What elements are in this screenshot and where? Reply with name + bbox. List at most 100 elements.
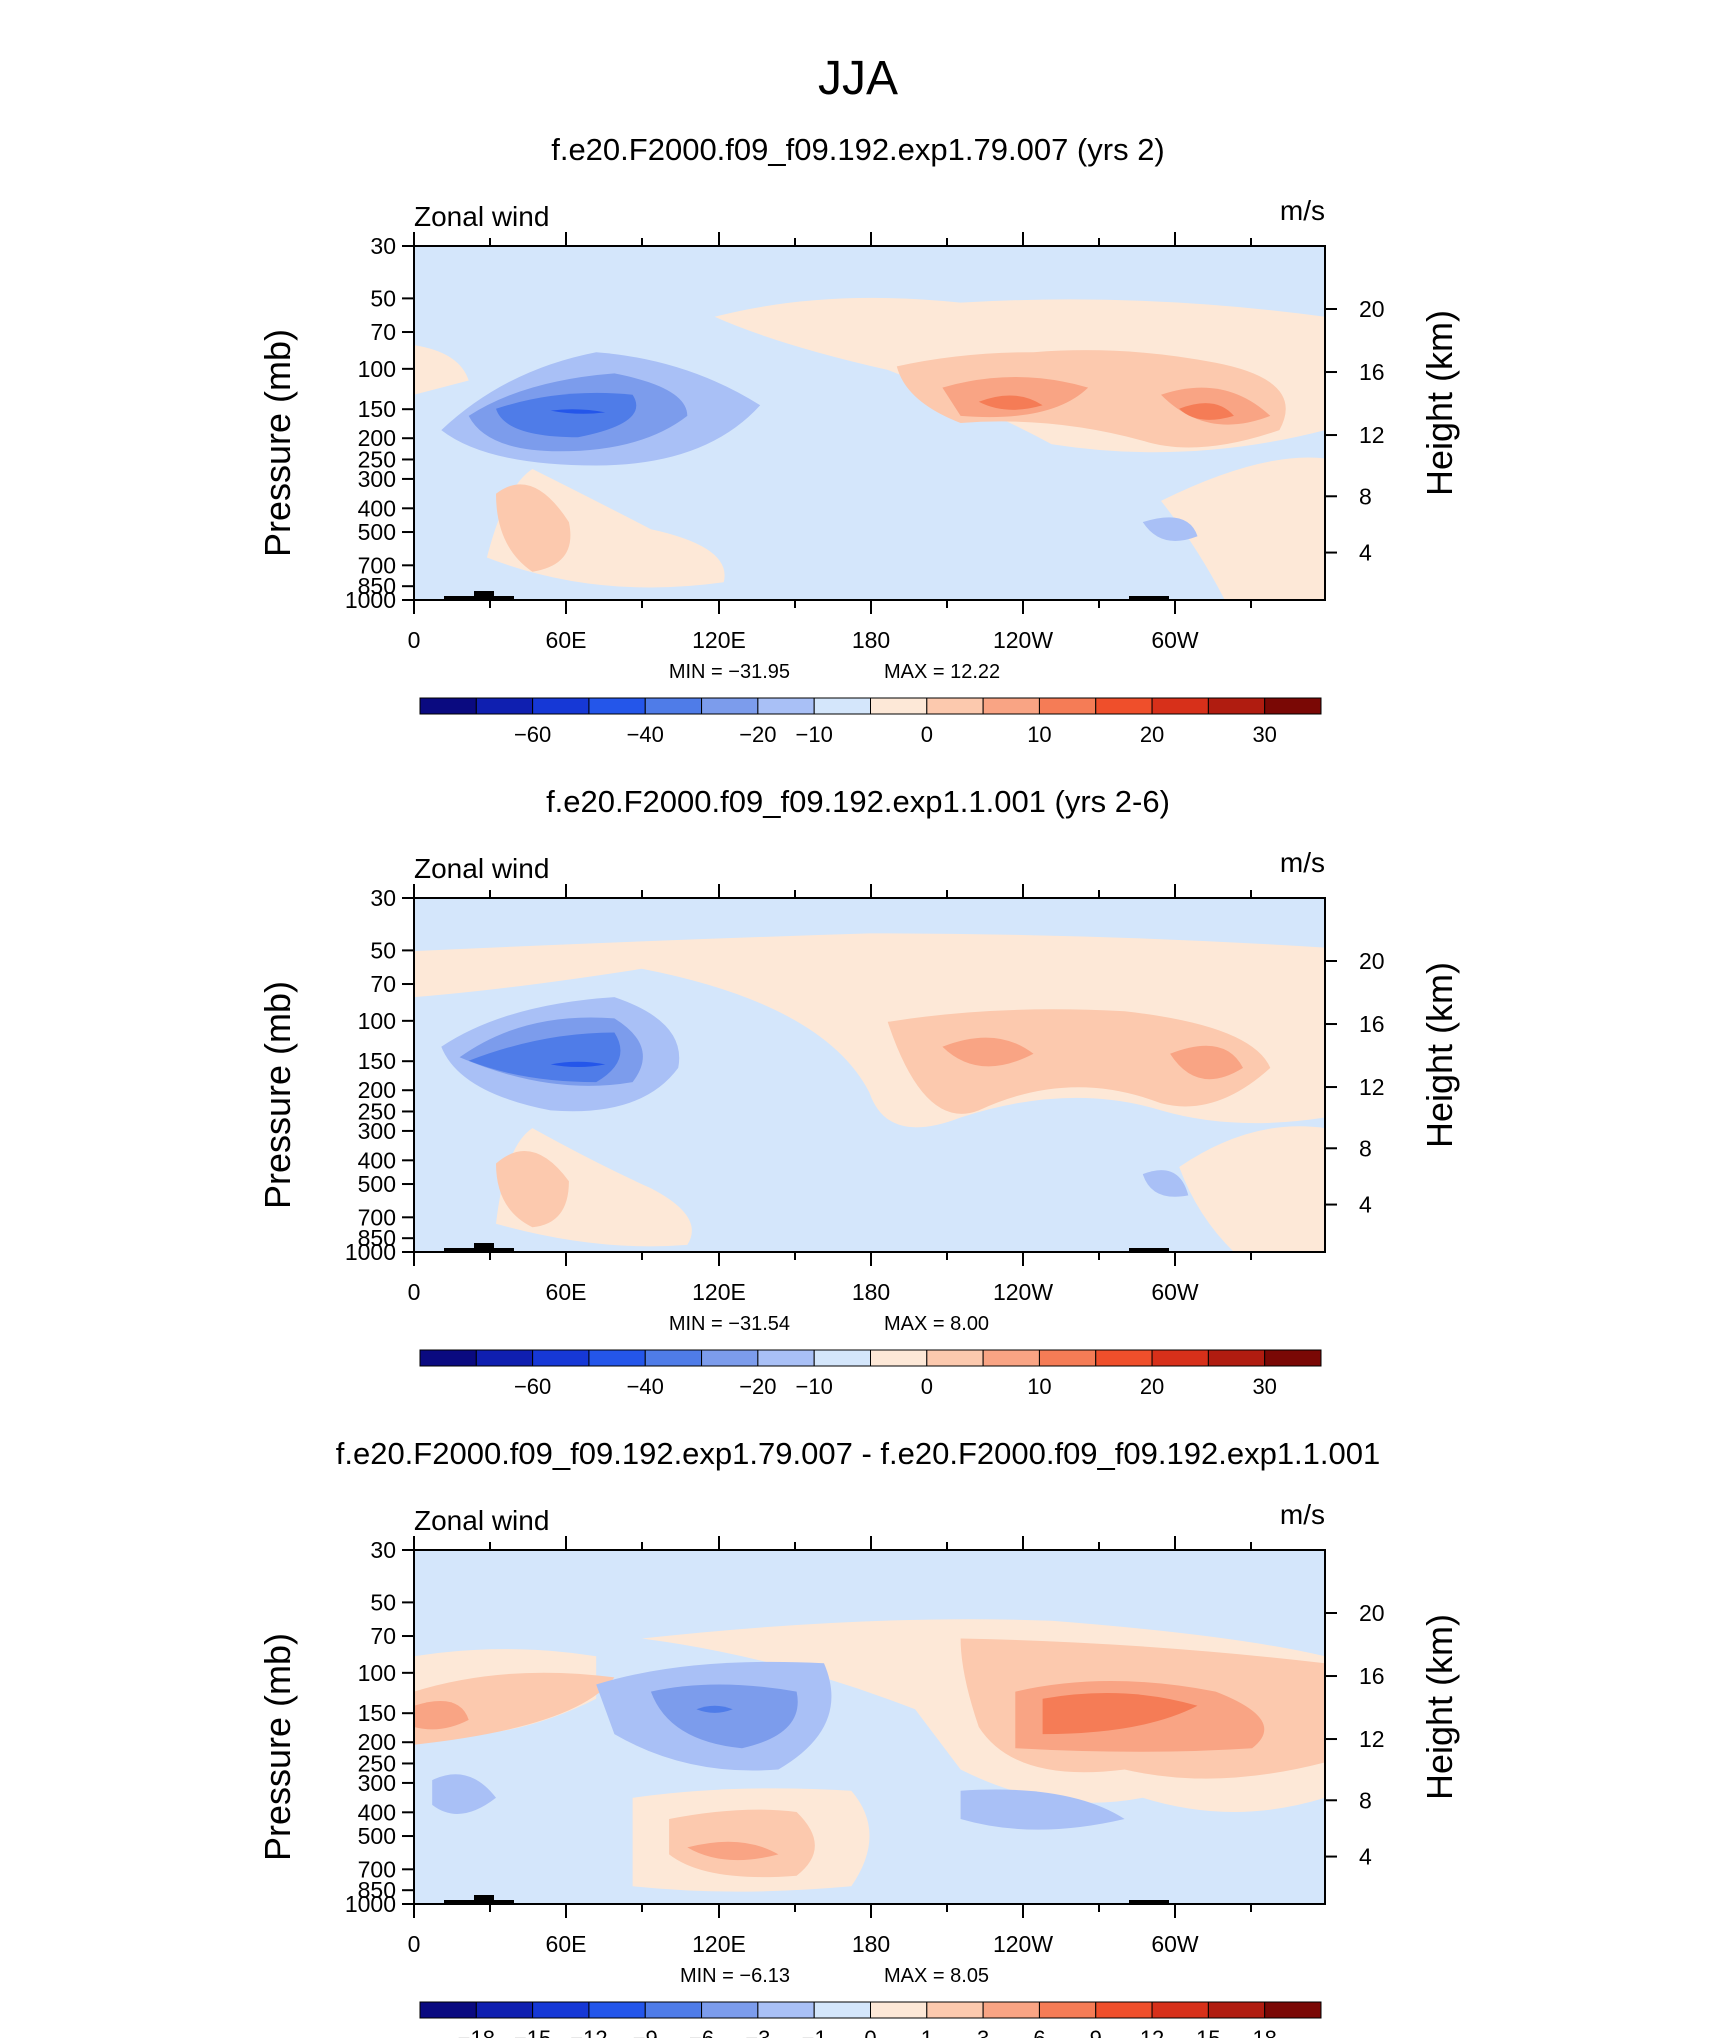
panel-title: f.e20.F2000.f09_f09.192.exp1.1.001 (yrs … bbox=[546, 784, 1170, 819]
y-tick-label: 250 bbox=[358, 1750, 396, 1776]
colorbar-swatch bbox=[532, 1349, 590, 1367]
colorbar-swatch bbox=[870, 697, 928, 715]
topography bbox=[444, 1243, 514, 1252]
contour-region bbox=[414, 1701, 469, 1730]
colorbar-swatch bbox=[1095, 697, 1153, 715]
colorbar-swatch bbox=[1151, 1349, 1209, 1367]
y-axis-label: Pressure (mb) bbox=[257, 1633, 298, 1861]
y-tick-label: 700 bbox=[358, 1856, 396, 1882]
max-value: MAX = 8.00 bbox=[884, 1313, 989, 1335]
x-tick-label: 0 bbox=[408, 627, 421, 653]
contour-region bbox=[650, 1684, 798, 1749]
colorbar-swatch bbox=[419, 697, 477, 715]
colorbar-label: −1 bbox=[802, 2026, 827, 2038]
colorbar-label: −10 bbox=[796, 1374, 833, 1399]
colorbar-swatch bbox=[532, 2001, 590, 2019]
colorbar-swatch bbox=[926, 1349, 984, 1367]
topography bbox=[444, 1895, 514, 1904]
colorbar-swatch bbox=[701, 1349, 759, 1367]
variable-label: Zonal wind bbox=[414, 1505, 549, 1536]
y-right-tick-label: 4 bbox=[1359, 540, 1372, 566]
colorbar-swatch bbox=[644, 697, 703, 715]
colorbar-swatch bbox=[926, 2001, 984, 2019]
contour-region bbox=[496, 1151, 569, 1228]
panel-2: f.e20.F2000.f09_f09.192.exp1.1.001 (yrs … bbox=[257, 784, 1460, 1399]
variable-label: Zonal wind bbox=[414, 853, 549, 884]
contour-region bbox=[942, 1037, 1034, 1067]
units-label: m/s bbox=[1280, 195, 1325, 226]
colorbar-swatch bbox=[757, 2001, 815, 2019]
colorbar-swatch bbox=[982, 697, 1040, 715]
y-tick-label: 50 bbox=[370, 937, 396, 963]
colorbar-swatch bbox=[1264, 1349, 1322, 1367]
colorbar-label: 20 bbox=[1140, 722, 1164, 747]
x-tick-label: 180 bbox=[852, 1931, 890, 1957]
colorbar-label: −15 bbox=[514, 2026, 551, 2038]
y-tick-label: 100 bbox=[358, 1008, 396, 1034]
plot-frame bbox=[413, 245, 1326, 601]
colorbar-swatch bbox=[926, 697, 984, 715]
colorbar-label: −40 bbox=[627, 1374, 664, 1399]
colorbar-swatch bbox=[1095, 2001, 1153, 2019]
topography bbox=[444, 591, 514, 600]
y-right-tick-label: 16 bbox=[1359, 359, 1385, 385]
contour-region bbox=[687, 1841, 779, 1861]
y-right-tick-label: 20 bbox=[1359, 1600, 1385, 1626]
x-tick-label: 120W bbox=[993, 1279, 1053, 1305]
colorbar-label: −3 bbox=[745, 2026, 770, 2038]
x-tick-label: 180 bbox=[852, 627, 890, 653]
colorbar-swatch bbox=[813, 697, 871, 715]
y-tick-label: 850 bbox=[358, 573, 396, 599]
y-tick-label: 700 bbox=[358, 1204, 396, 1230]
y-right-tick-label: 16 bbox=[1359, 1011, 1385, 1037]
colorbar-label: 9 bbox=[1090, 2026, 1102, 2038]
x-tick-label: 120W bbox=[993, 627, 1053, 653]
colorbar-swatch bbox=[419, 2001, 477, 2019]
y-tick-label: 70 bbox=[370, 1623, 396, 1649]
y-right-tick-label: 12 bbox=[1359, 422, 1385, 448]
x-tick-label: 120E bbox=[692, 627, 746, 653]
contour-region bbox=[414, 345, 469, 395]
y-tick-label: 70 bbox=[370, 971, 396, 997]
contour-region bbox=[960, 1789, 1125, 1830]
y-tick-label: 100 bbox=[358, 356, 396, 382]
colorbar-label: 0 bbox=[921, 722, 933, 747]
colorbar-swatch bbox=[644, 2001, 703, 2019]
y-tick-label: 400 bbox=[358, 1147, 396, 1173]
contour-region bbox=[432, 1774, 496, 1814]
x-tick-label: 0 bbox=[408, 1279, 421, 1305]
x-tick-label: 60E bbox=[546, 1279, 587, 1305]
panel-3: f.e20.F2000.f09_f09.192.exp1.79.007 - f.… bbox=[257, 1436, 1460, 2043]
colorbar-swatch bbox=[870, 2001, 928, 2019]
contour-region bbox=[978, 395, 1043, 410]
x-tick-label: 60W bbox=[1151, 1279, 1199, 1305]
colorbar-label: −10 bbox=[796, 722, 833, 747]
y-tick-label: 30 bbox=[370, 1537, 396, 1563]
y-tick-label: 150 bbox=[358, 1048, 396, 1074]
colorbar-swatch bbox=[870, 1349, 928, 1367]
y-right-tick-label: 8 bbox=[1359, 483, 1372, 509]
colorbar-swatch bbox=[1038, 1349, 1097, 1367]
y-tick-label: 70 bbox=[370, 319, 396, 345]
max-value: MAX = 8.05 bbox=[884, 1965, 989, 1987]
variable-label: Zonal wind bbox=[414, 201, 549, 232]
contour-region bbox=[414, 1672, 615, 1745]
colorbar-swatch bbox=[475, 2001, 534, 2019]
y-right-tick-label: 4 bbox=[1359, 1844, 1372, 1870]
x-tick-label: 120W bbox=[993, 1931, 1053, 1957]
y-tick-label: 100 bbox=[358, 1660, 396, 1686]
contour-region bbox=[550, 1061, 606, 1068]
colorbar-label: −20 bbox=[739, 722, 776, 747]
y-right-tick-label: 4 bbox=[1359, 1192, 1372, 1218]
y-tick-label: 1000 bbox=[345, 1239, 396, 1265]
colorbar-label: 15 bbox=[1196, 2026, 1220, 2038]
contour-region bbox=[1179, 403, 1234, 420]
y-tick-label: 500 bbox=[358, 1823, 396, 1849]
y-right-tick-label: 20 bbox=[1359, 296, 1385, 322]
colorbar-label: −60 bbox=[514, 1374, 551, 1399]
y-tick-label: 50 bbox=[370, 1589, 396, 1615]
colorbar: −60 −40 −20 −10 0 10 20 30 bbox=[419, 697, 1322, 747]
x-tick-label: 120E bbox=[692, 1931, 746, 1957]
panel-title: f.e20.F2000.f09_f09.192.exp1.79.007 (yrs… bbox=[551, 132, 1165, 167]
